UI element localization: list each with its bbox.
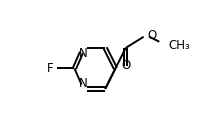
- Text: F: F: [47, 62, 53, 75]
- Text: N: N: [79, 77, 88, 90]
- Text: CH₃: CH₃: [168, 39, 190, 52]
- Text: O: O: [121, 59, 130, 72]
- Text: N: N: [79, 47, 88, 60]
- Text: O: O: [147, 29, 157, 42]
